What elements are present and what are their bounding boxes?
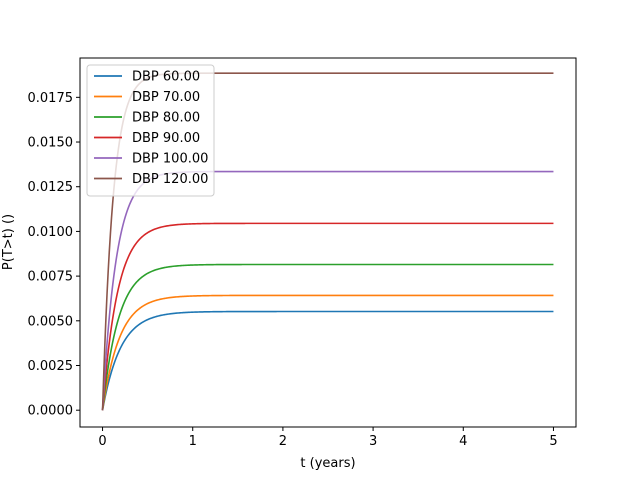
series-line-4	[101, 222, 554, 411]
legend: DBP 60.00 DBP 70.00 DBP 80.00 DBP 90.00 DBP …	[86, 64, 215, 197]
y-axis: 0.0000 0.0025 0.0050 0.0075 0.0100 0.0125 0.01…	[28, 91, 80, 419]
plot-frame	[79, 57, 577, 428]
x-axis: 0 1 2 3 4 5	[98, 427, 558, 449]
x-tick-label: 5	[549, 434, 557, 449]
legend-label: DBP 70.00	[132, 90, 200, 105]
x-tick-label: 2	[279, 434, 287, 449]
legend-label: DBP 60.00	[132, 70, 200, 85]
x-tick-label: 4	[459, 434, 467, 449]
y-tick-label: 0.0025	[28, 359, 74, 374]
legend-box	[86, 64, 215, 197]
series-line-3	[101, 263, 554, 411]
series-line-1	[101, 310, 554, 411]
x-tick-label: 3	[369, 434, 377, 449]
legend-label: DBP 100.00	[132, 152, 208, 167]
x-tick-label: 0	[98, 434, 106, 449]
x-axis-label: t (years)	[300, 456, 355, 471]
y-tick-label: 0.0100	[28, 225, 74, 240]
x-tick-label: 1	[189, 434, 197, 449]
legend-label: DBP 120.00	[132, 172, 208, 187]
series-line-2	[101, 294, 554, 411]
series-line-5	[101, 170, 554, 411]
y-tick-label: 0.0050	[28, 314, 74, 329]
y-tick-label: 0.0150	[28, 136, 74, 151]
y-tick-label: 0.0175	[28, 91, 74, 106]
legend-label: DBP 80.00	[132, 111, 200, 126]
y-axis-label: P(T>t) ()	[1, 214, 16, 270]
y-tick-label: 0.0125	[28, 180, 74, 195]
y-tick-label: 0.0075	[28, 270, 74, 285]
y-tick-label: 0.0000	[28, 404, 74, 419]
legend-label: DBP 90.00	[132, 131, 200, 146]
